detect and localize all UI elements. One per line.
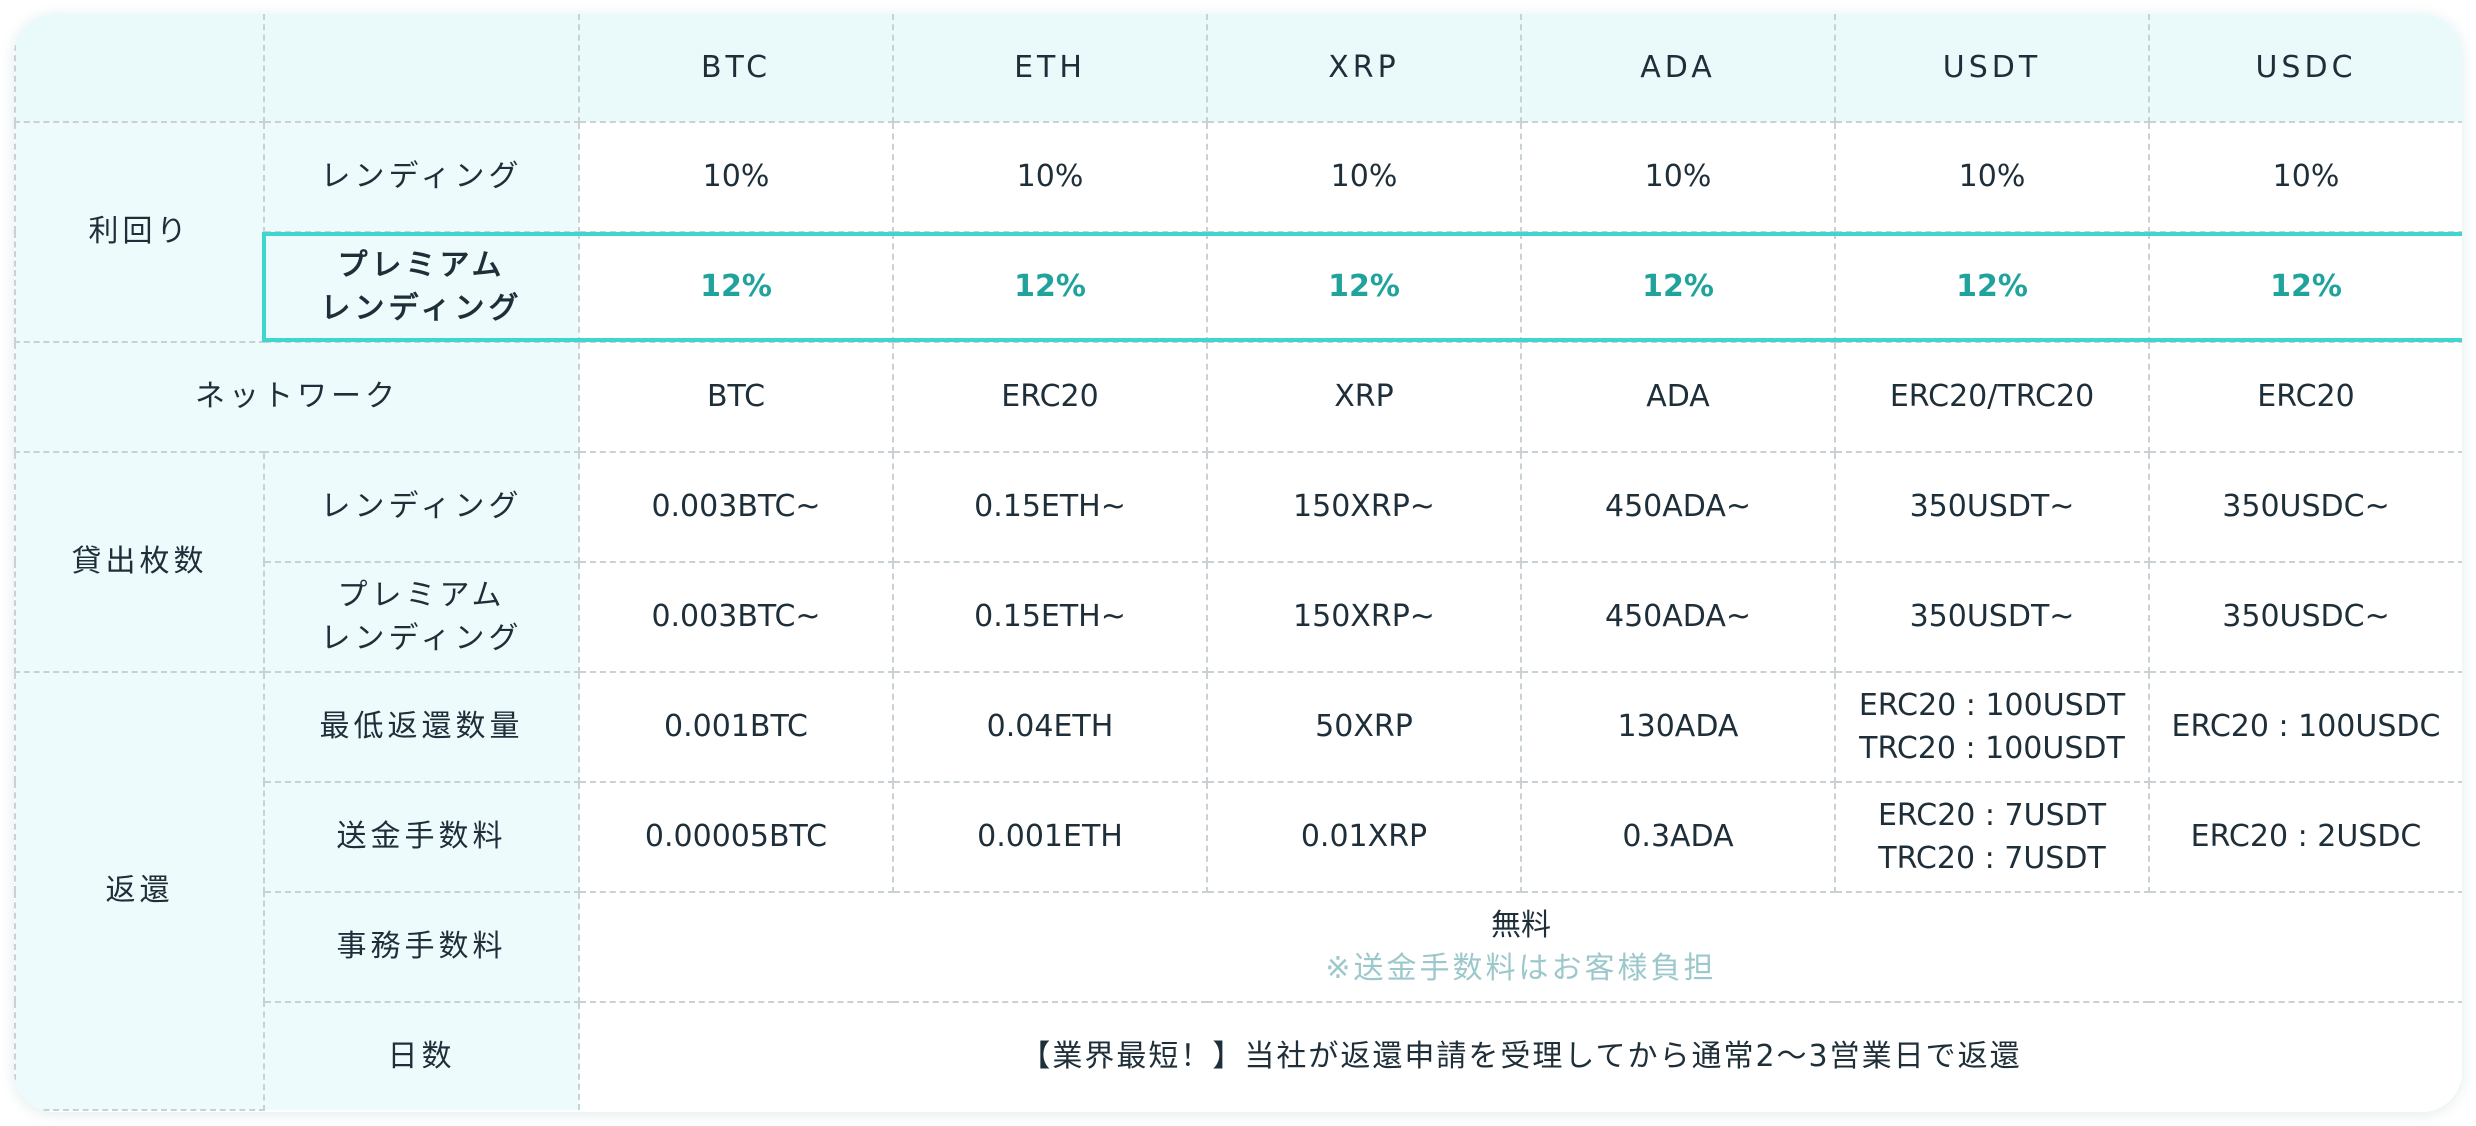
amount-premium-btc: 0.003BTC~ bbox=[578, 561, 894, 673]
min-return-btc: 0.001BTC bbox=[578, 671, 894, 783]
days-row: 日数 【業界最短！】当社が返還申請を受理してから通常2〜3営業日で返還 bbox=[15, 1001, 2462, 1110]
transfer-fee-eth: 0.001ETH bbox=[892, 781, 1208, 893]
transfer-fee-btc: 0.00005BTC bbox=[578, 781, 894, 893]
min-return-usdt-erc20: ERC20 : 100USDT bbox=[1858, 687, 2126, 723]
network-eth: ERC20 bbox=[892, 341, 1208, 453]
yield-premium-btc: 12% bbox=[578, 231, 894, 343]
header-empty-cell bbox=[263, 14, 580, 123]
network-ada: ADA bbox=[1520, 341, 1836, 453]
yield-premium-usdt: 12% bbox=[1834, 231, 2150, 343]
transfer-fee-usdt: ERC20 : 7USDT TRC20 : 7USDT bbox=[1834, 781, 2150, 893]
network-btc: BTC bbox=[578, 341, 894, 453]
min-return-eth: 0.04ETH bbox=[892, 671, 1208, 783]
network-usdt: ERC20/TRC20 bbox=[1834, 341, 2150, 453]
amount-lending-ada: 450ADA~ bbox=[1520, 451, 1836, 563]
section-label-network: ネットワーク bbox=[14, 341, 580, 453]
min-return-usdc: ERC20 : 100USDC bbox=[2148, 671, 2462, 783]
row-label-premium-lending: プレミアム レンディング bbox=[263, 231, 580, 343]
row-label-premium-lending: プレミアム レンディング bbox=[263, 561, 580, 673]
amount-lending-row: 貸出枚数 レンディング 0.003BTC~ 0.15ETH~ 150XRP~ 4… bbox=[14, 451, 2462, 673]
amount-premium-ada: 450ADA~ bbox=[1520, 561, 1836, 673]
amount-premium-eth: 0.15ETH~ bbox=[892, 561, 1208, 673]
amount-premium-usdt: 350USDT~ bbox=[1834, 561, 2150, 673]
col-header-ada: ADA bbox=[1520, 14, 1836, 123]
yield-lending-usdc: 10% bbox=[2148, 121, 2462, 233]
amount-premium-usdc: 350USDC~ bbox=[2148, 561, 2462, 673]
admin-fee-row: 事務手数料 無料 ※送金手数料はお客様負担 bbox=[15, 891, 2462, 1003]
network-row: ネットワーク BTC ERC20 XRP ADA ERC20/TRC20 ERC… bbox=[14, 341, 2462, 453]
admin-fee-note: ※送金手数料はお客様負担 bbox=[1325, 951, 1717, 986]
min-return-usdt: ERC20 : 100USDT TRC20 : 100USDT bbox=[1834, 671, 2150, 783]
transfer-fee-usdt-erc20: ERC20 : 7USDT bbox=[1877, 797, 2107, 833]
yield-lending-btc: 10% bbox=[578, 121, 894, 233]
yield-premium-xrp: 12% bbox=[1206, 231, 1522, 343]
min-return-row: 返還 最低返還数量 0.001BTC 0.04ETH 50XRP 130ADA … bbox=[14, 671, 2462, 1111]
admin-fee-value: 無料 bbox=[1491, 907, 1551, 943]
premium-label-line1: プレミアム bbox=[337, 247, 506, 283]
col-header-usdt: USDT bbox=[1834, 14, 2150, 123]
yield-lending-row: 利回り レンディング 10% 10% 10% 10% 10% 10% bbox=[14, 121, 2462, 343]
row-label-min-return: 最低返還数量 bbox=[263, 671, 580, 783]
row-label-admin-fee: 事務手数料 bbox=[263, 891, 580, 1003]
amount-premium-row: プレミアム レンディング 0.003BTC~ 0.15ETH~ 150XRP~ … bbox=[15, 561, 2462, 673]
transfer-fee-xrp: 0.01XRP bbox=[1206, 781, 1522, 893]
yield-premium-eth: 12% bbox=[892, 231, 1208, 343]
section-label-return: 返還 bbox=[14, 671, 265, 1111]
col-header-btc: BTC bbox=[578, 14, 894, 123]
min-return-xrp: 50XRP bbox=[1206, 671, 1522, 783]
col-header-usdc: USDC bbox=[2148, 14, 2462, 123]
amount-lending-usdt: 350USDT~ bbox=[1834, 451, 2150, 563]
transfer-fee-row: 送金手数料 0.00005BTC 0.001ETH 0.01XRP 0.3ADA… bbox=[15, 781, 2462, 893]
amount-premium-xrp: 150XRP~ bbox=[1206, 561, 1522, 673]
network-usdc: ERC20 bbox=[2148, 341, 2462, 453]
header-row: BTC ETH XRP ADA USDT USDC bbox=[14, 14, 2462, 123]
admin-fee-cell: 無料 ※送金手数料はお客様負担 bbox=[578, 891, 2462, 1003]
transfer-fee-usdt-trc20: TRC20 : 7USDT bbox=[1878, 841, 2106, 876]
premium-label-line1: プレミアム bbox=[337, 577, 506, 613]
row-label-lending: レンディング bbox=[263, 451, 580, 563]
amount-lending-eth: 0.15ETH~ bbox=[892, 451, 1208, 563]
min-return-usdt-trc20: TRC20 : 100USDT bbox=[1859, 731, 2125, 766]
amount-lending-xrp: 150XRP~ bbox=[1206, 451, 1522, 563]
lending-rates-table: BTC ETH XRP ADA USDT USDC 利回り レンディング 10%… bbox=[14, 14, 2462, 1111]
premium-label-line2: レンディング bbox=[320, 621, 523, 656]
col-header-eth: ETH bbox=[892, 14, 1208, 123]
row-label-lending: レンディング bbox=[263, 121, 580, 233]
yield-lending-xrp: 10% bbox=[1206, 121, 1522, 233]
transfer-fee-usdc: ERC20 : 2USDC bbox=[2148, 781, 2462, 893]
amount-lending-usdc: 350USDC~ bbox=[2148, 451, 2462, 563]
premium-label-line2: レンディング bbox=[320, 291, 523, 326]
lending-rates-table-card: BTC ETH XRP ADA USDT USDC 利回り レンディング 10%… bbox=[14, 14, 2462, 1112]
row-label-days: 日数 bbox=[263, 1001, 580, 1110]
yield-premium-usdc: 12% bbox=[2148, 231, 2462, 343]
row-label-transfer-fee: 送金手数料 bbox=[263, 781, 580, 893]
min-return-ada: 130ADA bbox=[1520, 671, 1836, 783]
yield-lending-ada: 10% bbox=[1520, 121, 1836, 233]
days-value: 【業界最短！】当社が返還申請を受理してから通常2〜3営業日で返還 bbox=[578, 1001, 2462, 1110]
yield-premium-row: プレミアム レンディング 12% 12% 12% 12% 12% 12% bbox=[15, 231, 2462, 343]
yield-premium-ada: 12% bbox=[1520, 231, 1836, 343]
yield-lending-eth: 10% bbox=[892, 121, 1208, 233]
col-header-xrp: XRP bbox=[1206, 14, 1522, 123]
amount-lending-btc: 0.003BTC~ bbox=[578, 451, 894, 563]
transfer-fee-ada: 0.3ADA bbox=[1520, 781, 1836, 893]
yield-lending-usdt: 10% bbox=[1834, 121, 2150, 233]
section-label-yield: 利回り bbox=[14, 121, 265, 343]
section-label-lending-amount: 貸出枚数 bbox=[14, 451, 265, 673]
header-empty-cell bbox=[14, 14, 265, 123]
network-xrp: XRP bbox=[1206, 341, 1522, 453]
